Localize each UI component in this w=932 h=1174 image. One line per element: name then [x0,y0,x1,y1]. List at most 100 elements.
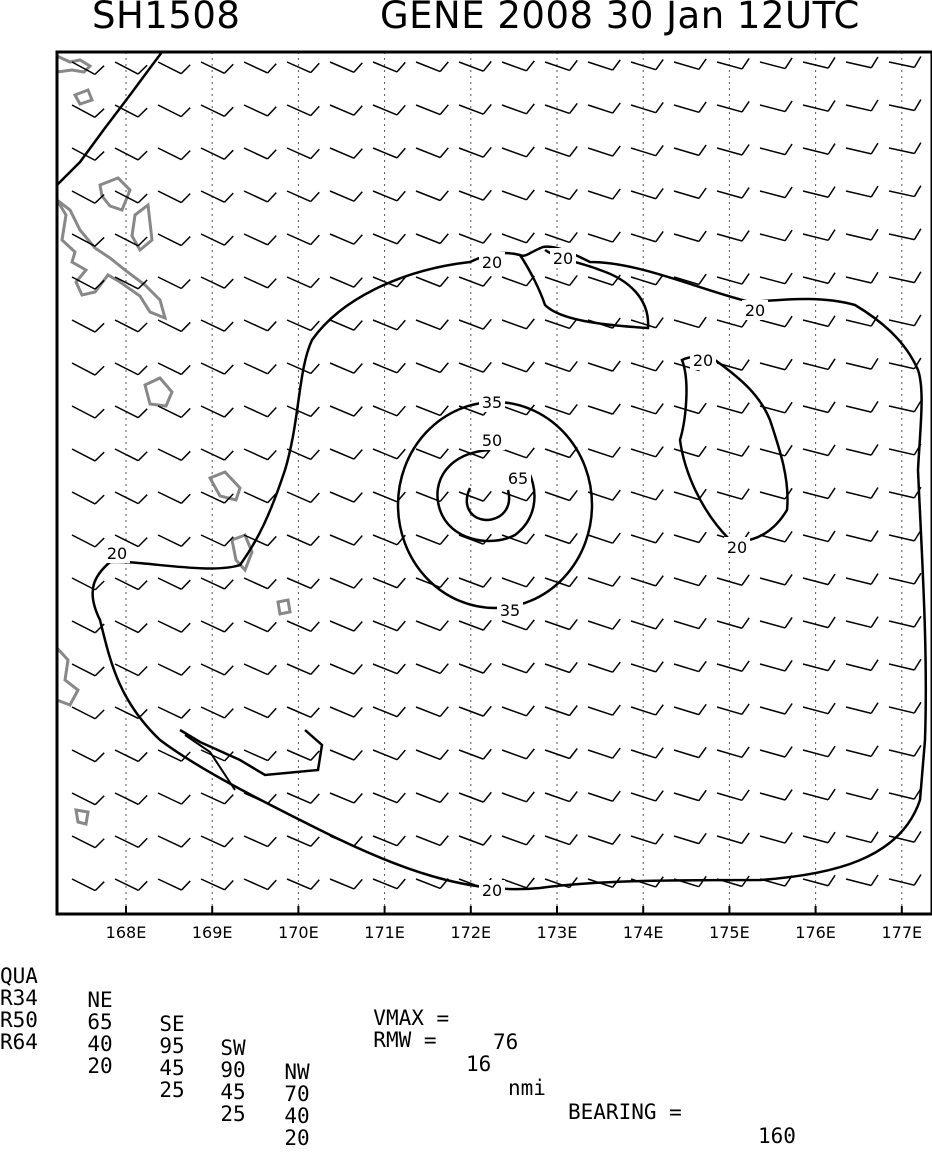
wind-barb [243,233,268,246]
wind-barb-feather [353,535,363,546]
wind-barb-feather [870,271,879,284]
wind-barb [114,706,139,720]
rmw-units: nmi [508,1076,546,1100]
r50-ne: 40 [87,1032,113,1056]
wind-barb [802,448,829,457]
wind-barb-feather [827,57,836,69]
wind-barb-feather [353,234,363,245]
wind-barb [845,620,872,629]
wind-barb [372,577,398,589]
wind-barb-feather [310,234,320,246]
wind-barb-feather [698,574,707,586]
wind-barb-feather [223,364,234,375]
wind-barb-feather [741,488,750,500]
wind-barb-feather [396,147,406,159]
wind-barb [587,749,613,759]
wind-barb-feather [568,489,578,501]
wind-barb-feather [439,448,449,459]
wind-barb [286,362,312,375]
wind-barb-feather [137,150,148,161]
wind-barb-feather [439,362,449,373]
wind-barb [458,706,484,717]
wind-barb-feather [353,277,363,288]
wind-barb [372,362,398,374]
wind-barb-feather [741,187,750,199]
wind-barb-feather [870,487,879,499]
wind-barb [630,362,657,372]
wind-barb-feather [568,791,578,802]
r34-sw: 90 [220,1058,246,1082]
wind-barb [888,147,915,155]
wind-barb-feather [525,189,535,201]
wind-barb [71,835,96,849]
wind-barb [71,233,96,247]
wind-barb-feather [439,233,449,244]
wind-barb [802,792,829,801]
wind-barb [630,835,656,845]
wind-barb [802,61,829,69]
wind-barb-feather [137,837,148,848]
wind-barb-feather [267,535,277,547]
wind-barb-feather [612,833,621,845]
wind-barb-feather [482,318,492,330]
wind-barb-feather [180,407,191,418]
wind-barb-feather [741,402,750,414]
wind-barb-feather [180,236,191,247]
wind-barb-feather [396,878,406,890]
wind-barb [888,663,915,671]
wind-barb-feather [698,703,707,716]
wind-barb-feather [310,105,320,117]
wind-barb [329,61,355,73]
wind-barb-feather [310,363,320,374]
contour-labels: 20 20 20 20 20 20 20 35 35 50 65 [104,248,768,900]
wind-barb [802,276,829,285]
wind-barb-feather [525,662,535,674]
wind-barb-feather [267,192,277,203]
wind-barb-feather [741,746,750,758]
contour-label: 20 [745,301,765,320]
contour-label: 20 [107,544,127,563]
wind-barb [845,448,872,456]
wind-barb-feather [310,320,320,331]
wind-barb-feather [224,880,234,891]
wind-barb [114,663,139,677]
wind-barb-feather [913,572,922,585]
wind-barb-feather [568,834,578,845]
rmw-label: RMW = [373,1028,437,1052]
wind-barb-feather [223,278,234,289]
wind-barb [501,534,527,545]
ne-header: NE [87,988,113,1012]
wind-barb-feather [568,748,578,759]
wind-barb-feather [353,191,363,202]
wind-barb [587,147,613,157]
wind-barb-feather [94,494,105,505]
wind-barb [372,491,398,503]
wind-barb [458,319,484,330]
wind-barb [630,706,656,716]
wind-barb-feather [353,878,363,890]
wind-barb-feather [784,703,793,715]
wind-barb [501,104,527,115]
wind-barb [802,835,829,844]
radii-table: QUA NE SE SW NW R34 65 95 90 70 R50 40 4… [0,940,330,1150]
row-label: R34 [0,986,38,1010]
wind-barb-feather [310,191,320,203]
wind-barb [888,749,915,757]
wind-barb-feather [870,745,879,757]
wind-barb-feather [310,793,320,804]
wind-barb-feather [568,619,578,630]
wind-barb-feather [224,493,234,504]
wind-barb-feather [482,834,492,846]
wind-barb [544,276,570,287]
wind-barb [243,663,269,676]
lon-label: 171E [364,923,405,942]
wind-barb-feather [94,236,105,247]
lon-label: 168E [106,923,147,942]
wind-barb [372,448,398,460]
wind-barb [501,61,527,72]
wind-barb-feather [224,622,234,633]
wind-barb [286,147,312,160]
wind-barb-feather [655,360,664,372]
wind-barb-feather [612,489,621,501]
wind-barb-feather [353,105,363,116]
